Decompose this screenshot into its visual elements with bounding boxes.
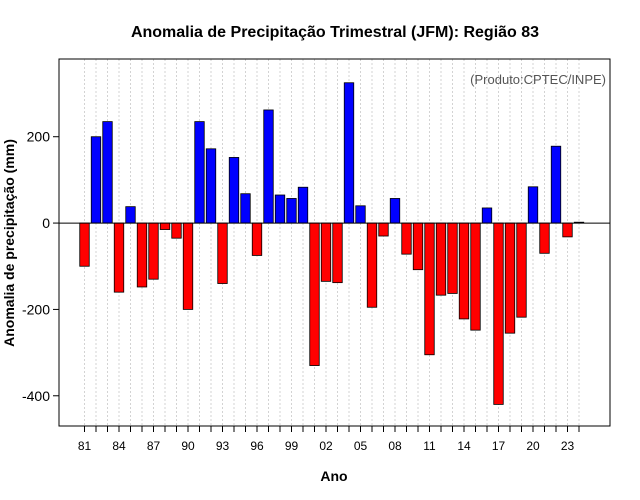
x-tick-label: 81 [78,439,92,453]
x-tick-label: 08 [388,439,402,453]
bar-2017 [493,222,504,405]
bar-2001 [309,222,320,366]
y-tick-label: 200 [27,129,51,145]
bar-1984 [113,222,125,293]
bar-1990 [182,222,194,310]
bar-1985 [125,206,136,224]
x-axis: 81 84 87 90 93 96 99 02 05 08 11 14 17 20 23 [78,426,580,453]
bar-1998 [274,194,286,224]
x-tick-label: 02 [319,439,333,453]
x-tick-label: 87 [147,439,161,453]
bar-1989 [171,222,182,239]
x-tick-label: 14 [457,439,471,453]
bar-2002 [320,222,332,282]
bar-2012 [435,222,447,296]
bar-1996 [251,222,263,256]
bars [79,82,585,405]
x-tick-label: 11 [423,439,436,453]
x-tick-label: 05 [354,439,368,453]
bar-1988 [159,222,171,230]
bar-2010 [412,222,424,271]
y-tick-label: 0 [42,215,50,231]
x-tick-label: 90 [181,439,195,453]
bar-2020 [527,186,539,224]
bar-1993 [217,222,228,284]
bar-1987 [148,222,159,280]
y-axis-label: Anomalia de precipitação (mm) [1,139,17,347]
x-tick-label: 84 [112,439,126,453]
bar-1981 [79,222,90,267]
y-tick-label: -200 [22,301,50,317]
x-tick-label: 17 [492,439,506,453]
x-tick-label: 23 [561,439,575,453]
bar-2022 [550,145,562,224]
bar-2009 [401,222,412,255]
x-axis-label: Ano [320,468,347,484]
bar-2004 [343,82,355,224]
bar-2005 [355,205,366,224]
bar-2006 [366,222,378,308]
grid-lines [84,59,580,426]
bar-2019 [516,222,527,318]
bar-1991 [194,121,205,224]
bar-1986 [136,222,148,288]
x-tick-label: 96 [250,439,264,453]
bar-1999 [286,198,297,224]
x-tick-label: 20 [526,439,540,453]
bar-2014 [458,222,470,320]
y-tick-label: -400 [22,388,50,404]
bar-2015 [470,222,481,331]
bar-2013 [447,222,458,294]
bar-1994 [228,157,240,224]
x-tick-label: 99 [285,439,299,453]
bar-1992 [205,148,217,224]
bar-2018 [504,222,516,334]
bar-1982 [90,136,102,224]
y-axis: -400 -200 0 200 [22,129,59,404]
bar-1997 [263,109,274,224]
bar-1995 [240,193,251,224]
bar-2000 [297,186,309,224]
bar-1983 [102,121,113,224]
bar-2021 [539,222,550,254]
chart-title: Anomalia de Precipitação Trimestral (JFM… [131,24,539,41]
bar-2011 [424,222,435,356]
credit-annotation: (Produto:CPTEC/INPE) [470,72,606,87]
bar-2007 [378,222,389,237]
bar-2003 [332,222,343,284]
bar-2023 [562,222,573,238]
bar-2016 [481,207,493,224]
bar-2008 [389,198,401,224]
plot-frame [58,58,611,427]
x-tick-label: 93 [216,439,230,453]
